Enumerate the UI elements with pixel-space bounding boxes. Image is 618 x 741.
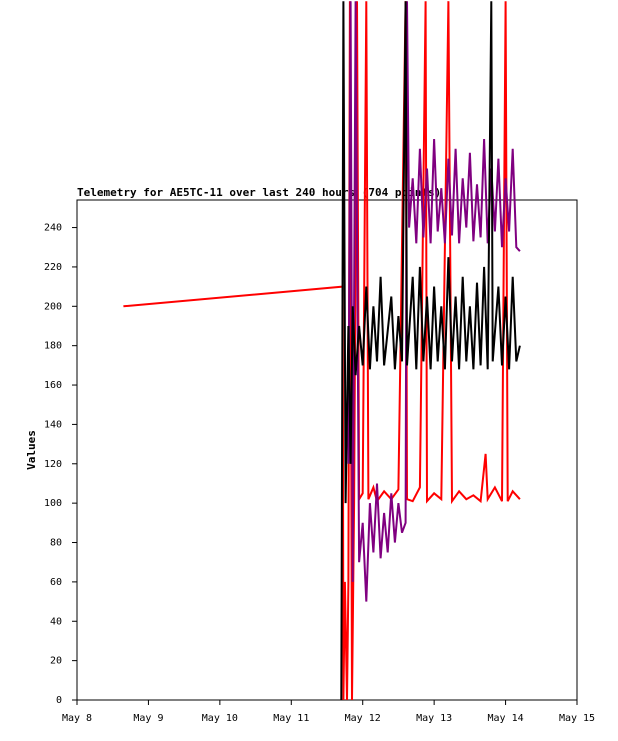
y-tick-label: 160 — [44, 380, 62, 391]
chart-title: Telemetry for AE5TC-11 over last 240 hou… — [77, 186, 441, 199]
y-axis-label: Values — [25, 430, 38, 470]
y-tick-label: 240 — [44, 223, 62, 234]
y-tick-label: 40 — [50, 616, 62, 627]
x-tick-label: May 14 — [488, 713, 524, 724]
y-tick-label: 200 — [44, 301, 62, 312]
y-tick-label: 20 — [50, 656, 62, 667]
y-tick-label: 180 — [44, 341, 62, 352]
y-tick-label: 80 — [50, 538, 62, 549]
x-tick-label: May 10 — [202, 713, 238, 724]
x-tick-label: May 15 — [559, 713, 595, 724]
series-line — [340, 1, 521, 701]
y-tick-label: 60 — [50, 577, 62, 588]
y-tick-label: 220 — [44, 262, 62, 273]
y-tick-label: 100 — [44, 498, 62, 509]
plot-frame — [76, 199, 578, 701]
y-tick-label: 0 — [56, 695, 62, 706]
x-tick-label: May 8 — [62, 713, 92, 724]
x-tick-label: May 11 — [273, 713, 309, 724]
x-tick-label: May 13 — [416, 713, 452, 724]
x-tick-label: May 9 — [133, 713, 163, 724]
y-tick-label: 120 — [44, 459, 62, 470]
x-tick-label: May 12 — [345, 713, 381, 724]
y-tick-label: 140 — [44, 419, 62, 430]
